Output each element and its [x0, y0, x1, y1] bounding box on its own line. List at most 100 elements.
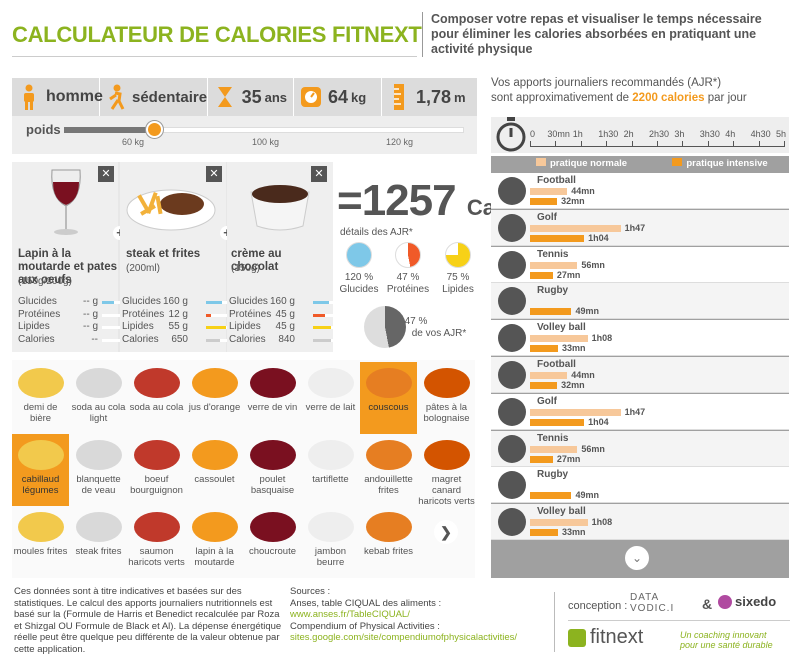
volleyball-icon: [498, 324, 526, 353]
food-label: jambon beurre: [314, 546, 347, 568]
person-icon: [18, 84, 40, 110]
food-item[interactable]: blanquette de veau: [70, 434, 127, 506]
activity-selector[interactable]: sédentaire: [100, 78, 208, 116]
soda-icon: [75, 368, 122, 398]
meal-item-qty: (200ml): [126, 263, 160, 274]
next-foods-button[interactable]: ❯: [434, 520, 458, 544]
fitnext-name: fitnext: [590, 626, 644, 648]
time-tick: 1h30: [598, 129, 619, 139]
food-item[interactable]: poulet basquaise: [244, 434, 301, 506]
activity-name: Golf: [537, 211, 557, 223]
sex-selector[interactable]: homme: [12, 78, 103, 116]
age-selector[interactable]: 35 ans: [208, 78, 294, 116]
food-label: verre de vin: [247, 402, 298, 413]
ajr-intro-post: par jour: [707, 92, 747, 104]
weight-selector[interactable]: 64 kg: [294, 78, 382, 116]
food-item[interactable]: boeuf bourguignon: [128, 434, 185, 506]
meal-item-qty: (150g/200g): [18, 276, 72, 287]
food-item[interactable]: jambon beurre: [302, 506, 359, 578]
food-item[interactable]: jus d'orange: [186, 362, 243, 434]
bar-intensive-label: 32mn: [561, 380, 585, 390]
food-item[interactable]: magret canard haricots verts: [418, 434, 475, 507]
legend-intensive: pratique intensive: [686, 158, 768, 169]
conception-label: conception :: [568, 600, 628, 612]
food-item[interactable]: verre de vin: [244, 362, 301, 434]
time-tick: 1h: [572, 129, 583, 139]
bar-normal-label: 56mn: [581, 259, 605, 270]
food-label: steak frites: [75, 546, 122, 557]
food-item[interactable]: pâtes à la bolognaise: [418, 362, 475, 434]
bar-intensive-label: 27mn: [556, 453, 581, 464]
close-icon[interactable]: ✕: [311, 166, 327, 182]
meal-item-card: ✕ steak et frites (200ml) Glucides 160 g …: [120, 162, 230, 352]
bar-normal: [530, 261, 578, 269]
bar-intensive: [530, 455, 553, 463]
food-label: magret canard haricots verts: [418, 474, 475, 507]
weight-tick: 60 kg: [122, 137, 145, 147]
food-item[interactable]: kebab frites: [360, 506, 417, 578]
food-item[interactable]: andouillette frites: [360, 434, 417, 506]
close-icon[interactable]: ✕: [98, 166, 114, 182]
nutrient-bar: [102, 313, 126, 317]
pie-label: Lipides: [442, 284, 474, 295]
bar-normal: [530, 224, 621, 232]
nutrient-label: Glucides: [18, 296, 57, 307]
scroll-down-button[interactable]: ⌄: [625, 546, 649, 570]
food-item[interactable]: cabillaud légumes: [12, 434, 69, 506]
nutrient-bar: [206, 338, 230, 342]
footer-rule: [568, 620, 790, 621]
bar-normal-label: 1h08: [591, 333, 613, 344]
bar-intensive: [530, 198, 558, 205]
dish-icon: [249, 512, 296, 542]
tagline-line1: Un coaching innovant: [680, 630, 767, 640]
tagline: Un coaching innovant pour une santé dura…: [680, 630, 773, 650]
food-item[interactable]: choucroute: [244, 506, 301, 578]
food-item[interactable]: soda au cola: [128, 362, 185, 434]
food-item[interactable]: soda au cola light: [70, 362, 127, 434]
nutrient-pie: [346, 242, 372, 268]
time-tick: 0: [530, 129, 536, 139]
football-icon: [498, 361, 526, 389]
sixedo-mark-icon: [718, 594, 732, 609]
meal-item-name: Lapin à la moutarde et pates aux oeufs: [18, 248, 118, 286]
dish-icon: [365, 512, 412, 542]
bar-intensive: [530, 345, 558, 353]
food-item[interactable]: demi de bière: [12, 362, 69, 434]
food-item[interactable]: saumon haricots verts: [128, 506, 185, 578]
food-item[interactable]: couscous: [360, 362, 417, 434]
chart-legend: pratique normale pratique intensive: [536, 158, 768, 169]
food-label: saumon haricots verts: [128, 546, 185, 568]
food-label: lapin à la moutarde: [194, 546, 235, 568]
time-tick-mark: [580, 141, 582, 147]
nutrient-label: Glucides: [122, 296, 161, 307]
height-unit: m: [454, 89, 466, 105]
weight-slider-handle[interactable]: [146, 121, 163, 138]
age-unit: ans: [264, 89, 287, 105]
food-item[interactable]: tartiflette: [302, 434, 359, 506]
source-ciqual-link[interactable]: www.anses.fr/TableCIQUAL/: [290, 609, 410, 620]
food-item[interactable]: cassoulet: [186, 434, 243, 506]
bar-normal-label: 56mn: [581, 443, 605, 454]
ajr-pct: 47 %: [404, 316, 428, 327]
ruler-icon: [388, 84, 410, 110]
bar-normal: [530, 408, 621, 416]
bar-normal: [530, 445, 578, 453]
food-item[interactable]: steak frites: [70, 506, 127, 578]
hourglass-icon: [214, 84, 236, 110]
food-item[interactable]: moules frites: [12, 506, 69, 578]
source-compendium-link[interactable]: sites.google.com/site/compendiumofphysic…: [290, 632, 518, 643]
close-icon[interactable]: ✕: [206, 166, 222, 182]
ajr-label: de vos AJR*: [411, 328, 467, 339]
fitnext-logo: fitnext: [568, 626, 643, 649]
volleyball-icon: [498, 508, 526, 537]
bar-normal-label: 1h47: [624, 406, 646, 417]
height-selector[interactable]: 1,78 m: [382, 78, 477, 116]
profile-bar: homme sédentaire 35 ans 64 kg 1,78 m: [12, 78, 477, 116]
bar-intensive-label: 32mn: [561, 196, 585, 206]
nutrient-label: Protéines: [122, 308, 165, 320]
food-item[interactable]: verre de lait: [302, 362, 359, 434]
pasta-icon: [423, 368, 470, 398]
nutrient-bar: [313, 313, 337, 317]
time-tick: 4h: [725, 129, 736, 139]
food-item[interactable]: lapin à la moutarde: [186, 506, 243, 578]
